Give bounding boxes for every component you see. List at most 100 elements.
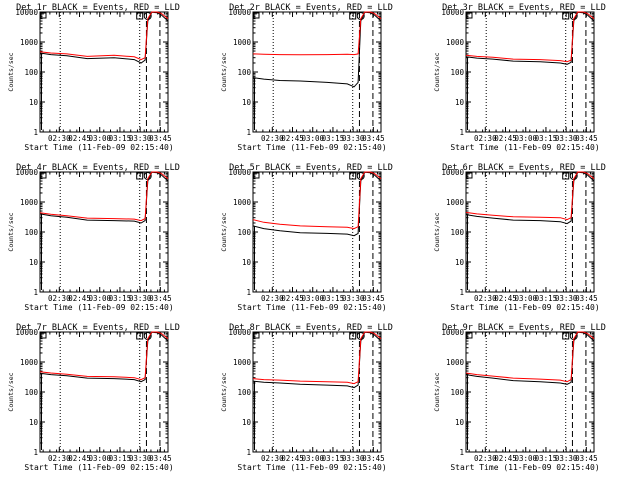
panel-title: Det 2r BLACK = Events, RED = LLD (229, 3, 393, 13)
square-marker (136, 12, 144, 20)
lld-series-line (465, 171, 595, 221)
lld-series-line (465, 331, 595, 383)
y-tick-label: 100 (24, 228, 38, 237)
plot-frame (252, 171, 382, 293)
y-tick-label: 10000 (228, 168, 251, 177)
x-tick-label: 03:30 (129, 134, 152, 143)
start-marker (466, 12, 473, 19)
events-series-line (465, 11, 595, 65)
x-tick-label: 03:45 (575, 454, 598, 463)
plot-frame (39, 11, 169, 133)
y-tick-label: 100 (24, 68, 38, 77)
y-tick-label: 100 (450, 228, 464, 237)
x-tick-label: 03:00 (514, 294, 537, 303)
y-tick-label: 1 (459, 128, 464, 137)
y-axis-label: Counts/sec (220, 372, 228, 411)
detector-panel-1: Det 1r BLACK = Events, RED = LLD 1 10 100 10… (7, 3, 180, 152)
y-tick-label: 100 (450, 68, 464, 77)
x-tick-label: 02:30 (261, 134, 284, 143)
y-tick-label: 10 (242, 418, 252, 427)
x-tick-label: 03:15 (109, 134, 132, 143)
y-tick-label: 10000 (15, 328, 38, 337)
detector-panel-8: Det 8r BLACK = Events, RED = LLD 1 10 100 10… (220, 323, 393, 472)
detector-panel-9: Det 9r BLACK = Events, RED = LLD 1 10 100 10… (433, 323, 606, 472)
y-tick-label: 10 (455, 418, 465, 427)
panel-title: Det 1r BLACK = Events, RED = LLD (16, 3, 180, 13)
x-tick-label: 02:30 (48, 134, 71, 143)
x-tick-label: 03:30 (342, 454, 365, 463)
panel-title: Det 5r BLACK = Events, RED = LLD (229, 163, 393, 173)
x-tick-label: 03:15 (322, 134, 345, 143)
panel-title: Det 4r BLACK = Events, RED = LLD (16, 163, 180, 173)
square-marker (349, 172, 357, 180)
x-tick-label: 02:30 (48, 454, 71, 463)
x-tick-label: 03:45 (149, 134, 172, 143)
y-tick-label: 100 (237, 388, 251, 397)
y-axis-label: Counts/sec (7, 372, 15, 411)
x-tick-label: 02:45 (494, 134, 517, 143)
y-tick-label: 1000 (233, 38, 252, 47)
detector-panel-2: Det 2r BLACK = Events, RED = LLD 1 10 100 10… (220, 3, 393, 152)
plot-frame (252, 11, 382, 133)
detector-panel-4: Det 4r BLACK = Events, RED = LLD 1 10 100 10… (7, 163, 180, 312)
y-tick-label: 1 (246, 288, 251, 297)
x-tick-label: 03:15 (322, 294, 345, 303)
y-tick-label: 10 (242, 98, 252, 107)
x-tick-label: 03:00 (514, 454, 537, 463)
start-marker (40, 172, 47, 179)
y-tick-label: 1000 (446, 38, 465, 47)
y-tick-label: 10000 (15, 168, 38, 177)
y-axis-label: Counts/sec (7, 52, 15, 91)
x-axis-label: Start Time (11-Feb-09 02:15:40) (24, 303, 173, 312)
x-tick-label: 03:15 (535, 294, 558, 303)
lld-series-line (465, 11, 595, 63)
x-tick-label: 03:00 (88, 454, 111, 463)
y-tick-label: 10000 (441, 8, 464, 17)
x-tick-label: 03:45 (362, 454, 385, 463)
events-series-line (252, 171, 382, 237)
x-tick-label: 03:45 (149, 294, 172, 303)
x-tick-label: 02:30 (261, 454, 284, 463)
y-tick-label: 10000 (15, 8, 38, 17)
y-tick-label: 1000 (446, 358, 465, 367)
x-tick-label: 02:45 (494, 454, 517, 463)
events-series-line (252, 11, 382, 88)
x-tick-label: 03:15 (535, 454, 558, 463)
x-tick-label: 03:45 (362, 294, 385, 303)
lld-series-line (39, 11, 169, 61)
square-marker (136, 172, 144, 180)
events-series-line (39, 171, 169, 224)
y-axis-label: Counts/sec (7, 212, 15, 251)
y-tick-label: 10 (455, 258, 465, 267)
start-marker (253, 332, 260, 339)
y-tick-label: 1000 (20, 38, 39, 47)
events-series-line (39, 331, 169, 383)
x-tick-label: 03:15 (109, 454, 132, 463)
y-tick-label: 10000 (228, 328, 251, 337)
y-axis-label: Counts/sec (220, 52, 228, 91)
detector-panel-7: Det 7r BLACK = Events, RED = LLD 1 10 100 10… (7, 323, 180, 472)
x-tick-label: 02:45 (68, 294, 91, 303)
x-axis-label: Start Time (11-Feb-09 02:15:40) (450, 463, 599, 472)
plot-frame (39, 331, 169, 453)
x-tick-label: 02:45 (68, 134, 91, 143)
y-tick-label: 1000 (233, 358, 252, 367)
lld-series-line (252, 331, 382, 385)
x-tick-label: 02:30 (474, 134, 497, 143)
detector-panel-5: Det 5r BLACK = Events, RED = LLD 1 10 100 10… (220, 163, 393, 312)
x-tick-label: 03:00 (88, 134, 111, 143)
square-marker (562, 12, 570, 20)
x-tick-label: 03:30 (342, 294, 365, 303)
x-axis-label: Start Time (11-Feb-09 02:15:40) (237, 143, 386, 152)
y-tick-label: 10000 (228, 8, 251, 17)
x-tick-label: 02:45 (494, 294, 517, 303)
x-tick-label: 03:30 (555, 134, 578, 143)
y-tick-label: 100 (237, 68, 251, 77)
y-tick-label: 10 (29, 98, 39, 107)
x-tick-label: 03:15 (109, 294, 132, 303)
y-tick-label: 1000 (20, 358, 39, 367)
x-tick-label: 02:45 (281, 134, 304, 143)
lld-series-line (252, 11, 382, 56)
panel-title: Det 7r BLACK = Events, RED = LLD (16, 323, 180, 333)
